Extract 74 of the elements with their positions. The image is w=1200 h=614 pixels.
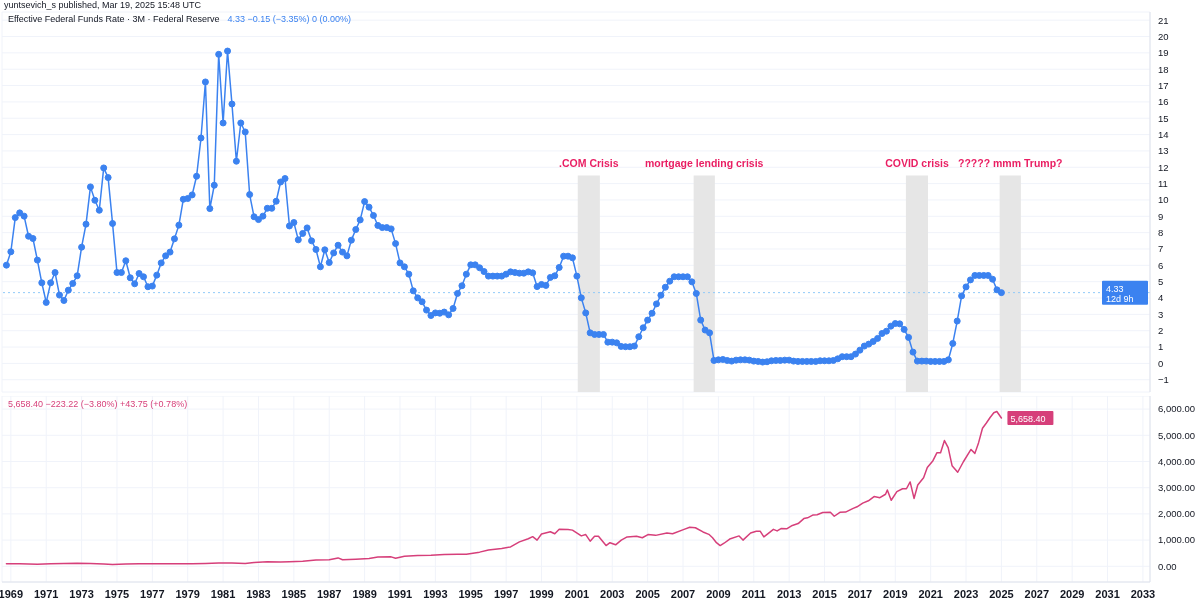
x-tick-label: 2005 bbox=[635, 587, 660, 600]
y-tick-label: 2 bbox=[1158, 325, 1164, 337]
y-tick-label: 11 bbox=[1158, 177, 1168, 189]
y-tick-label: 0 bbox=[1158, 357, 1164, 369]
x-tick-label: 1983 bbox=[246, 587, 271, 600]
x-tick-label: 2023 bbox=[953, 587, 979, 600]
x-tick-label: 1993 bbox=[423, 587, 448, 600]
x-tick-label: 1971 bbox=[33, 587, 59, 600]
y-tick-label: 5,000.00 bbox=[1158, 429, 1195, 441]
x-tick-label: 2031 bbox=[1095, 587, 1120, 600]
x-tick-label: 1981 bbox=[210, 587, 236, 600]
x-tick-label: 2007 bbox=[670, 587, 696, 600]
y-tick-label: −1 bbox=[1158, 374, 1169, 386]
x-tick-label: 2017 bbox=[847, 587, 873, 600]
y-tick-label: 5 bbox=[1158, 276, 1164, 288]
y-tick-label: 21 bbox=[1158, 14, 1169, 26]
y-tick-label: 18 bbox=[1158, 63, 1169, 75]
y-tick-label: 1,000.00 bbox=[1158, 534, 1195, 546]
y-tick-label: 6,000.00 bbox=[1158, 403, 1195, 415]
x-tick-label: 2003 bbox=[600, 587, 625, 600]
x-tick-label: 1987 bbox=[317, 587, 342, 600]
x-tick-label: 1973 bbox=[69, 587, 94, 600]
band-label: .COM Crisis bbox=[559, 157, 619, 170]
y-tick-label: 19 bbox=[1158, 47, 1169, 59]
chart-subtitle: 5,658.40 −223.22 (−3.80%) +43.75 (+0.78%) bbox=[8, 399, 188, 409]
data-label: 5,658.40 bbox=[1010, 413, 1046, 424]
y-tick-label: 10 bbox=[1158, 194, 1169, 206]
x-tick-label: 1999 bbox=[529, 587, 554, 600]
x-tick-label: 2013 bbox=[776, 587, 802, 600]
x-tick-label: 1997 bbox=[493, 587, 519, 600]
y-tick-label: 17 bbox=[1158, 79, 1169, 91]
y-tick-label: 13 bbox=[1158, 145, 1169, 157]
chart-subtitle: 4.33 −0.15 (−3.35%) 0 (0.00%) bbox=[227, 14, 352, 24]
x-tick-label: 1985 bbox=[281, 587, 307, 600]
x-tick-label: 2025 bbox=[989, 587, 1014, 600]
band-label: mortgage lending crisis bbox=[645, 157, 764, 170]
x-tick-label: 2019 bbox=[883, 587, 908, 600]
y-tick-label: 9 bbox=[1158, 210, 1164, 222]
y-tick-label: 6 bbox=[1158, 259, 1164, 271]
y-tick-label: 16 bbox=[1158, 96, 1169, 108]
y-tick-label: 1 bbox=[1158, 341, 1164, 353]
x-tick-label: 2009 bbox=[706, 587, 731, 600]
x-tick-label: 1975 bbox=[104, 587, 130, 600]
ref-line-label: 4.33 12d 9h bbox=[1106, 283, 1134, 304]
y-tick-label: 15 bbox=[1158, 112, 1169, 124]
chart-title: Effective Federal Funds Rate · 3M · Federal Reserve bbox=[8, 14, 220, 24]
x-tick-label: 1989 bbox=[352, 587, 377, 600]
y-tick-label: 20 bbox=[1158, 30, 1169, 42]
x-tick-label: 2027 bbox=[1024, 587, 1050, 600]
line-series bbox=[5, 410, 1003, 566]
y-tick-label: 14 bbox=[1158, 128, 1169, 140]
x-tick-label: 1977 bbox=[140, 587, 165, 600]
y-tick-label: 7 bbox=[1158, 243, 1164, 255]
x-tick-label: 1979 bbox=[175, 587, 200, 600]
y-tick-label: 3,000.00 bbox=[1158, 482, 1195, 494]
x-tick-label: 2021 bbox=[918, 587, 943, 600]
y-tick-label: 2,000.00 bbox=[1158, 508, 1195, 520]
text: yuntsevich_s published, Mar 19, 2025 15:48 UTC bbox=[4, 0, 202, 10]
x-tick-label: 2001 bbox=[564, 587, 590, 600]
band-label: COVID crisis bbox=[885, 157, 949, 170]
y-tick-label: 3 bbox=[1158, 308, 1164, 320]
x-tick-label: 2011 bbox=[741, 587, 766, 600]
x-tick-label: 1969 bbox=[0, 587, 24, 600]
y-tick-label: 8 bbox=[1158, 227, 1164, 239]
x-tick-label: 2033 bbox=[1130, 587, 1156, 600]
x-tick-label: 1995 bbox=[458, 587, 483, 600]
y-tick-label: 12 bbox=[1158, 161, 1169, 173]
band-label: ????? mmm Trump? bbox=[958, 157, 1063, 170]
x-tick-label: 2015 bbox=[812, 587, 837, 600]
x-tick-label: 1991 bbox=[387, 587, 413, 600]
x-tick-label: 2029 bbox=[1059, 587, 1085, 600]
y-tick-label: 0.00 bbox=[1158, 560, 1177, 572]
y-tick-label: 4,000.00 bbox=[1158, 455, 1195, 467]
y-tick-label: 4 bbox=[1158, 292, 1164, 304]
